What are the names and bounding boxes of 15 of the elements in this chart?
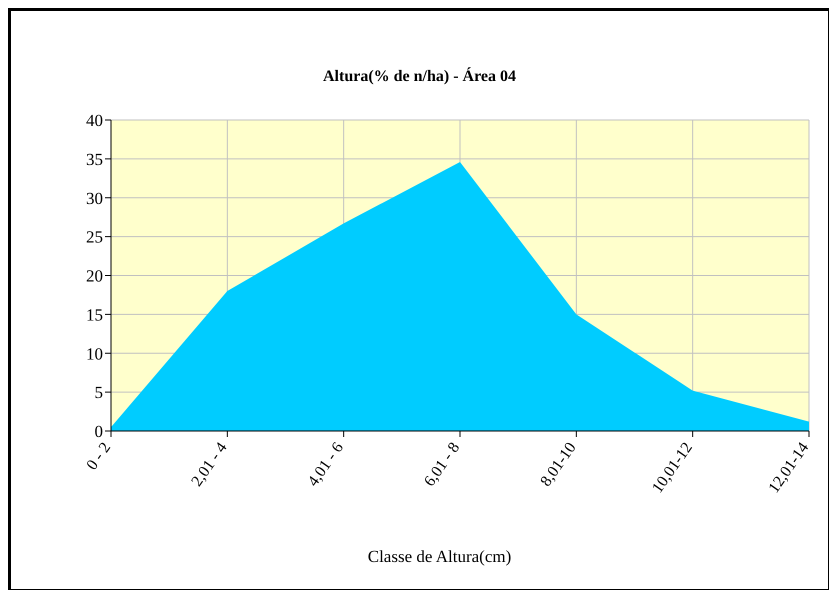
x-axis-title: Classe de Altura(cm) <box>366 547 512 567</box>
chart-title: Altura(% de n/ha) - Área 04 <box>322 68 518 86</box>
x-tick-label: 0 - 2 <box>84 440 114 474</box>
x-tick-label: 2,01 - 4 <box>188 440 231 490</box>
y-tick-label: 20 <box>86 266 103 286</box>
y-tick-label: 35 <box>86 150 103 169</box>
x-tick-label: 4,01 - 6 <box>304 440 347 490</box>
y-tick-label: 5 <box>94 383 103 402</box>
y-tick-label: 0 <box>94 422 103 442</box>
x-tick-label: 6,01 - 8 <box>421 440 464 490</box>
y-tick-label: 15 <box>86 305 103 324</box>
y-tick-label: 25 <box>86 228 103 247</box>
y-tick-label: 10 <box>86 344 103 364</box>
y-tick-label: 40 <box>86 111 103 130</box>
y-tick-label: 30 <box>86 188 103 208</box>
